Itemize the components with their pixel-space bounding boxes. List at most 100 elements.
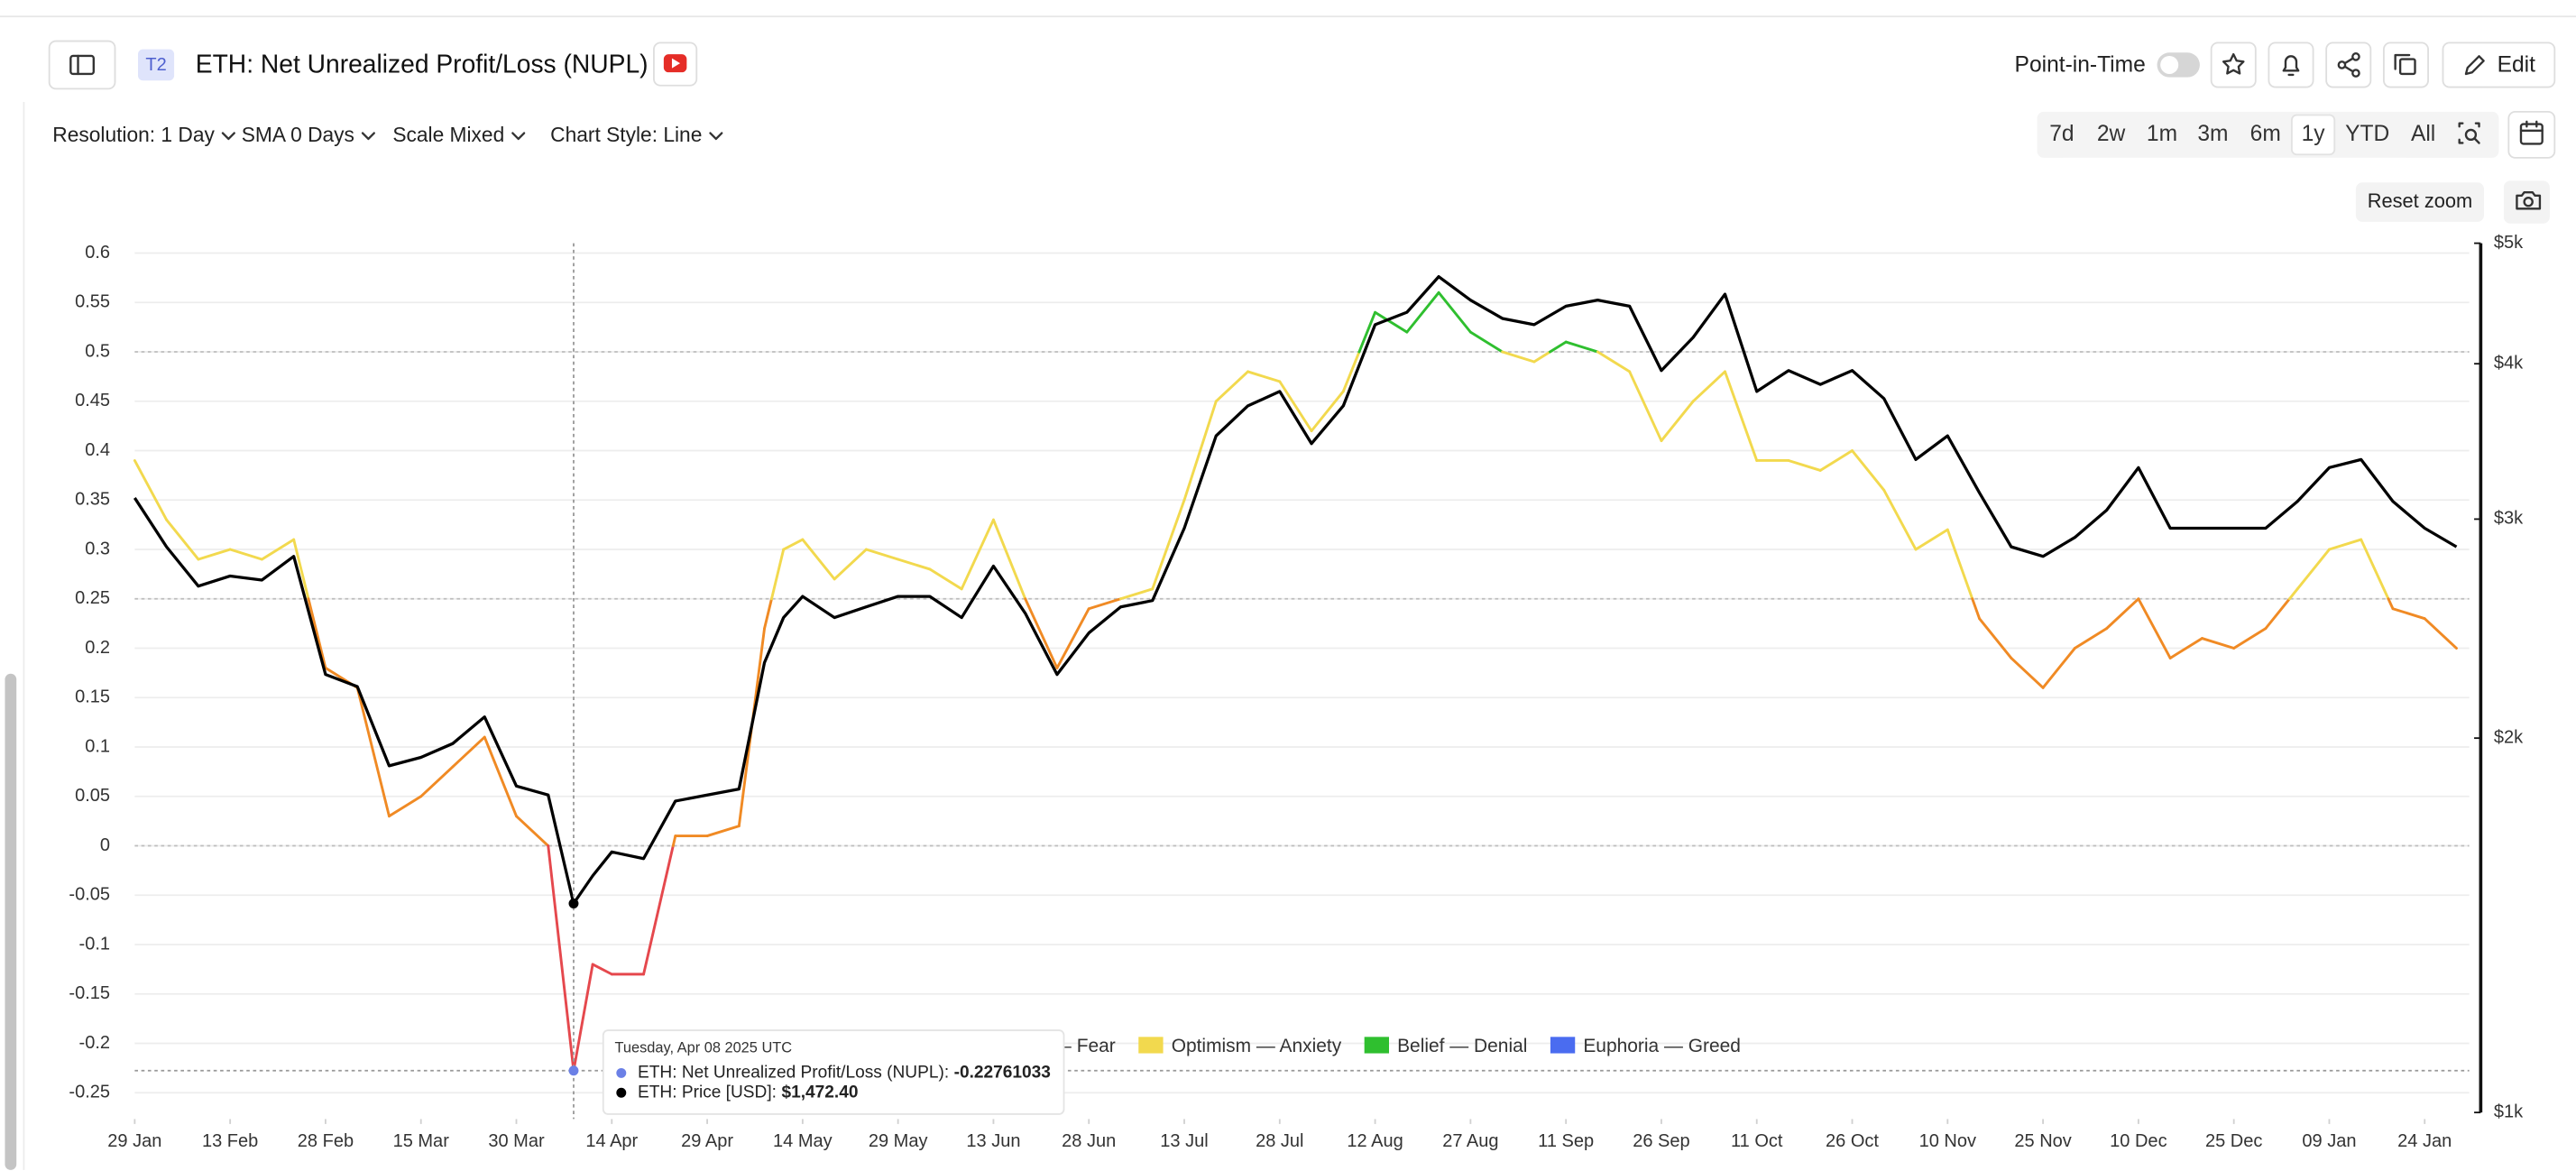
x-tick-label: 27 Aug xyxy=(1442,1131,1498,1151)
nupl-segment xyxy=(2287,587,2299,601)
y2-tick-label: $5k xyxy=(2494,233,2524,253)
range-button[interactable]: YTD xyxy=(2345,122,2389,146)
y-tick-label: 0.6 xyxy=(85,243,110,263)
nupl-segment xyxy=(2264,597,2291,631)
youtube-button[interactable] xyxy=(653,41,698,87)
duplicate-button[interactable] xyxy=(2382,41,2429,88)
range-button[interactable]: All xyxy=(2411,122,2435,146)
calendar-button[interactable] xyxy=(2507,110,2556,159)
nupl-segment xyxy=(547,844,575,1073)
y-tick-label: 0.15 xyxy=(75,687,110,707)
x-tick-label: 11 Oct xyxy=(1731,1131,1783,1151)
range-buttons: 7d 2w 1m 3m 6m 1y YTD All xyxy=(2049,114,2435,156)
dropdown-label: Resolution: 1 Day xyxy=(52,123,215,146)
nupl-segment xyxy=(2137,597,2172,659)
zoom-select-button[interactable] xyxy=(2458,122,2480,144)
x-tick-label: 26 Sep xyxy=(1633,1131,1689,1151)
nupl-segment xyxy=(260,538,296,561)
nupl-segment xyxy=(1564,340,1599,354)
dropdown-label: Scale Mixed xyxy=(392,123,504,146)
nupl-segment xyxy=(1468,330,1504,354)
x-tick-label: 26 Oct xyxy=(1826,1131,1879,1151)
nupl-segment xyxy=(2073,627,2109,650)
range-label: 3m xyxy=(2197,122,2228,146)
range-button[interactable]: 3m xyxy=(2197,122,2228,146)
range-group xyxy=(2037,111,2499,158)
nupl-segment xyxy=(591,963,613,976)
nupl-segment xyxy=(1151,498,1186,591)
share-button[interactable] xyxy=(2325,41,2372,88)
alert-button[interactable] xyxy=(2268,41,2314,88)
x-tick-label: 12 Aug xyxy=(1347,1131,1403,1151)
nupl-segment xyxy=(1628,370,1663,443)
nupl-segment xyxy=(1882,488,1918,551)
range-label: All xyxy=(2411,122,2435,146)
x-tick-label: 30 Mar xyxy=(488,1131,545,1151)
nupl-segment xyxy=(1971,597,1982,621)
y-tick-label: 0.25 xyxy=(75,588,110,608)
nupl-segment xyxy=(864,548,900,561)
chevron xyxy=(511,132,526,141)
nupl-segment xyxy=(1341,350,1361,393)
y-tick-label: -0.25 xyxy=(69,1083,110,1102)
y2-tick-label: $2k xyxy=(2494,727,2524,747)
scrollbar[interactable] xyxy=(5,673,17,1170)
nupl-segment xyxy=(2041,647,2076,689)
nupl-segment xyxy=(991,518,1027,601)
nupl-segment xyxy=(2295,548,2331,591)
range-button[interactable]: 2w xyxy=(2097,122,2126,146)
legend-swatch xyxy=(1550,1037,1576,1054)
badge-bg xyxy=(138,49,175,81)
reset-zoom-button[interactable]: Reset zoom xyxy=(2355,182,2484,222)
nupl-segment xyxy=(705,825,741,838)
nupl-segment xyxy=(2387,597,2395,611)
range-button[interactable]: 1m xyxy=(2147,122,2177,146)
y-tick-label: -0.15 xyxy=(69,983,110,1003)
nupl-segment xyxy=(1119,587,1155,601)
y2-tick-label: $4k xyxy=(2494,353,2524,373)
tooltip-title: Tuesday, Apr 08 2025 UTC xyxy=(615,1039,793,1056)
nupl-point xyxy=(568,1065,579,1076)
tooltip-marker xyxy=(616,1067,627,1078)
sidebar-toggle[interactable] xyxy=(48,40,116,90)
x-tick-label: 24 Jan xyxy=(2397,1131,2452,1151)
point-in-time-toggle[interactable] xyxy=(2157,52,2200,78)
nupl-segment xyxy=(897,558,932,571)
nupl-segment xyxy=(801,538,836,581)
nupl-segment xyxy=(1310,390,1345,433)
dropdown[interactable]: Resolution: 1 Day xyxy=(52,123,235,146)
tooltip-value: -0.22761033 xyxy=(954,1063,1051,1082)
dropdown[interactable]: SMA 0 Days xyxy=(242,123,375,146)
chevron xyxy=(361,132,375,141)
x-tick-label: 28 Jun xyxy=(1062,1131,1116,1151)
y-tick-label: 0.05 xyxy=(75,786,110,806)
range-button[interactable]: 6m xyxy=(2250,122,2281,146)
nupl-segment xyxy=(833,548,868,581)
y-tick-label: 0.1 xyxy=(85,736,110,756)
price-point xyxy=(568,899,579,908)
y2-tick-label: $3k xyxy=(2494,509,2524,529)
x-tick-label: 14 Apr xyxy=(585,1131,638,1151)
chart-options: Resolution: 1 Day SMA 0 Days Scale Mixed Ch… xyxy=(52,123,723,146)
y-tick-label: 0.3 xyxy=(85,539,110,558)
legend-swatch xyxy=(1138,1037,1164,1054)
dropdown[interactable]: Scale Mixed xyxy=(392,123,526,146)
x-tick-label: 10 Nov xyxy=(1919,1131,1976,1151)
x-tick-label: 10 Dec xyxy=(2110,1131,2167,1151)
nupl-segment xyxy=(1787,459,1822,472)
legend-swatch xyxy=(1364,1037,1389,1054)
star-button[interactable] xyxy=(2210,41,2257,88)
nupl-segment xyxy=(483,735,518,818)
dropdown[interactable]: Chart Style: Line xyxy=(550,123,723,146)
edit-button[interactable]: Edit xyxy=(2442,41,2556,88)
x-tick-label: 25 Nov xyxy=(2014,1131,2071,1151)
nupl-segment xyxy=(1914,528,1949,551)
screenshot-button[interactable] xyxy=(2503,180,2550,224)
nupl-segment xyxy=(960,518,995,591)
nupl-segment xyxy=(1405,290,1440,334)
nupl-segment xyxy=(1851,449,1886,492)
nupl-segment xyxy=(1946,528,1974,601)
range-button[interactable]: 7d xyxy=(2049,122,2074,146)
range-button[interactable]: 1y xyxy=(2290,114,2336,156)
nupl-segment xyxy=(782,538,805,551)
